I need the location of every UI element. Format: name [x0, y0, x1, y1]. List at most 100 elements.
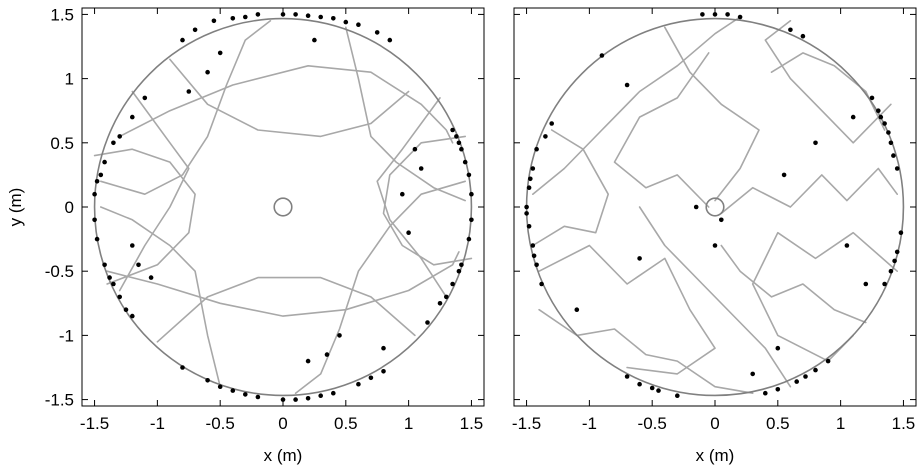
left-point-13 — [343, 19, 349, 25]
right-point-37 — [700, 12, 705, 17]
left-trajectory-0 — [118, 65, 454, 144]
right-point-18 — [894, 166, 900, 171]
left-point-27 — [117, 294, 122, 300]
right-center-circle — [705, 197, 725, 217]
left-x-ticks: -1.5 -1 -0.5 0 0.5 1 1.5 — [80, 8, 483, 433]
left-point-50 — [469, 217, 474, 223]
right-point-38 — [725, 12, 730, 17]
left-trajectory-8 — [169, 58, 410, 138]
right-x-tick-label-6: 1.5 — [892, 414, 916, 433]
right-panel: -1.5 -1 -0.5 0 0.5 1 1.5 x (m) — [512, 7, 917, 465]
left-point-60 — [412, 146, 418, 152]
right-point-56 — [844, 243, 850, 248]
right-point-39 — [737, 14, 743, 20]
right-x-tick-label-5: 1 — [836, 414, 845, 433]
left-point-11 — [293, 12, 298, 17]
right-trajectory-1 — [538, 244, 716, 375]
left-point-58 — [450, 127, 455, 133]
right-trajectories — [531, 16, 899, 395]
left-y-tick-label-5: 1 — [65, 70, 74, 89]
right-trajectory-3 — [751, 231, 899, 362]
left-boundary-circle — [93, 17, 473, 397]
left-point-55 — [462, 159, 468, 165]
right-point-22 — [888, 268, 894, 274]
left-point-33 — [230, 388, 236, 393]
left-point-34 — [255, 394, 261, 400]
right-point-2 — [530, 166, 536, 171]
left-point-42 — [318, 393, 324, 399]
left-point-72 — [312, 37, 317, 43]
right-point-13 — [882, 121, 887, 126]
right-point-17 — [869, 95, 875, 101]
left-trajectory-10 — [93, 148, 196, 285]
left-point-59 — [456, 140, 462, 146]
left-point-28 — [123, 307, 129, 313]
left-point-20 — [102, 159, 107, 165]
left-point-52 — [456, 268, 462, 274]
left-point-66 — [130, 243, 135, 248]
right-point-40 — [712, 12, 718, 17]
left-x-tick-label-4: 0.5 — [334, 414, 358, 433]
right-point-31 — [775, 387, 781, 392]
left-trajectory-9 — [156, 276, 416, 343]
left-y-tick-label-2: -0.5 — [45, 262, 74, 281]
right-point-25 — [892, 258, 897, 264]
left-point-46 — [437, 301, 443, 306]
left-point-70 — [217, 50, 223, 56]
left-point-67 — [337, 333, 342, 338]
left-y-tick-label-4: 0.5 — [50, 134, 74, 153]
left-point-36 — [305, 396, 311, 401]
right-point-49 — [813, 140, 818, 146]
right-trajectory-8 — [531, 129, 610, 247]
right-point-52 — [750, 371, 755, 377]
right-point-55 — [781, 172, 787, 178]
right-point-11 — [528, 176, 533, 182]
right-point-4 — [526, 224, 532, 229]
left-point-23 — [92, 217, 97, 223]
right-trajectory-10 — [663, 26, 760, 202]
left-point-22 — [130, 114, 135, 120]
left-point-54 — [466, 172, 472, 178]
left-y-tick-label-3: 0 — [65, 198, 74, 217]
right-point-8 — [543, 134, 548, 139]
right-point-42 — [800, 33, 806, 39]
left-trajectory-4 — [118, 90, 190, 292]
left-x-tick-label-1: -1 — [150, 414, 165, 433]
left-point-40 — [243, 392, 248, 397]
right-point-9 — [549, 121, 554, 126]
left-point-62 — [400, 191, 405, 197]
right-point-50 — [850, 114, 856, 120]
right-trajectory-7 — [720, 244, 867, 324]
left-point-2 — [255, 12, 261, 17]
left-plot-area — [81, 7, 485, 407]
right-x-tick-label-1: -1 — [582, 414, 597, 433]
right-point-46 — [712, 243, 718, 248]
left-point-35 — [280, 397, 286, 402]
left-point-47 — [450, 281, 455, 287]
left-point-68 — [324, 352, 330, 357]
left-x-tick-label-2: -0.5 — [206, 414, 235, 433]
left-point-3 — [280, 12, 286, 17]
right-point-47 — [775, 345, 781, 351]
right-point-30 — [649, 385, 655, 391]
right-plot-area — [513, 7, 917, 407]
left-x-tick-label-5: 1 — [404, 414, 413, 433]
left-panel: -1.5 -1 -0.5 0 0.5 1 1.5 -1.5 -1 -0.5 0 0.5 1 1.5 x … — [6, 5, 485, 465]
right-trajectory-11 — [638, 206, 792, 388]
left-point-74 — [381, 345, 386, 351]
left-point-57 — [454, 134, 459, 139]
left-trajectory-3 — [294, 180, 467, 395]
right-point-12 — [531, 253, 537, 259]
left-points — [92, 12, 474, 402]
right-point-44 — [719, 217, 724, 223]
right-trajectory-9 — [770, 52, 886, 131]
left-point-61 — [418, 166, 424, 171]
right-point-26 — [637, 381, 642, 387]
left-center-circle — [273, 197, 293, 217]
left-y-tick-label-1: -1 — [59, 326, 74, 345]
left-x-tick-label-6: 1.5 — [460, 414, 484, 433]
left-point-0 — [211, 18, 217, 24]
left-point-38 — [356, 381, 361, 387]
left-point-17 — [98, 172, 104, 178]
